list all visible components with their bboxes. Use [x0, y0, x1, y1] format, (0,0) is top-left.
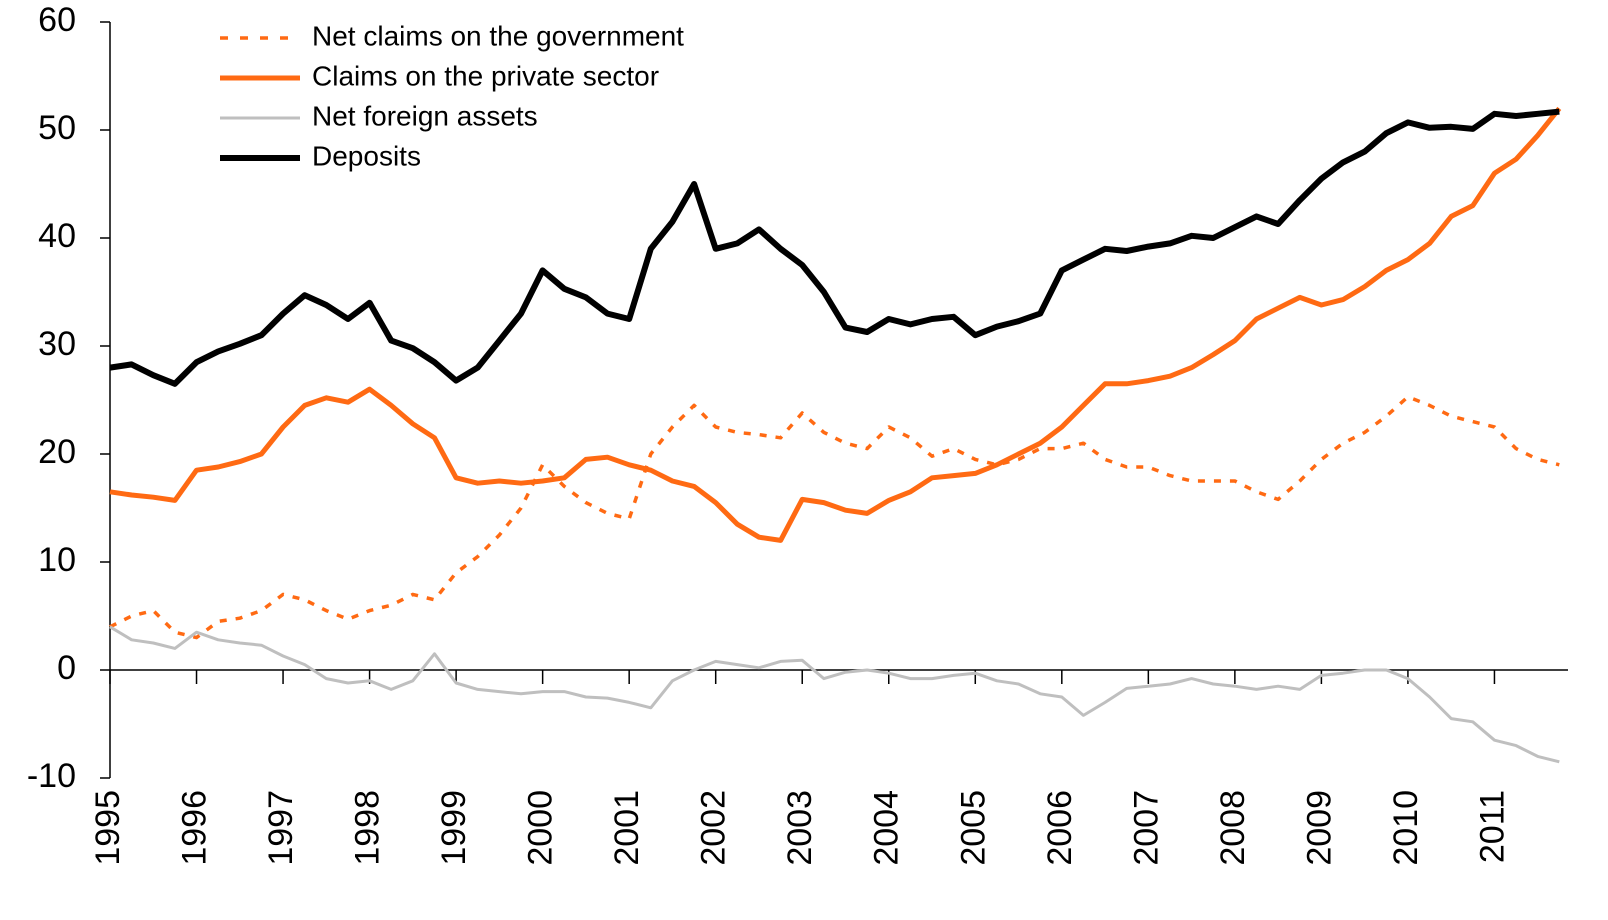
y-tick-label: 30	[38, 325, 76, 363]
y-tick-label: 0	[57, 649, 76, 687]
x-tick-label: 2002	[695, 790, 733, 866]
x-tick-label: 2011	[1473, 790, 1511, 863]
series-line	[109, 395, 1560, 640]
y-tick-label: 60	[38, 1, 76, 39]
series-line	[109, 108, 1560, 387]
legend-label: Deposits	[312, 140, 421, 171]
y-tick-label: 40	[38, 217, 76, 255]
x-tick-label: 2001	[608, 790, 646, 866]
x-tick-label: 2000	[522, 790, 560, 866]
x-tick-label: 1999	[435, 790, 473, 866]
y-tick-label: 20	[38, 433, 76, 471]
y-tick-label: 50	[38, 109, 76, 147]
x-tick-label: 2008	[1214, 790, 1252, 866]
x-tick-label: 1997	[262, 790, 300, 866]
legend-label: Claims on the private sector	[312, 60, 659, 91]
x-tick-label: 2009	[1300, 790, 1338, 866]
x-tick-label: 2004	[868, 790, 906, 866]
series-line	[109, 106, 1562, 543]
x-tick-label: 2003	[781, 790, 819, 866]
x-tick-label: 1996	[176, 790, 214, 866]
x-tick-label: 2007	[1127, 790, 1165, 866]
legend-label: Net foreign assets	[312, 100, 538, 131]
x-tick-label: 1995	[89, 790, 127, 866]
x-tick-label: 2005	[954, 790, 992, 866]
x-tick-label: 1998	[349, 790, 387, 866]
legend-label: Net claims on the government	[312, 20, 684, 51]
x-tick-label: 2006	[1041, 790, 1079, 866]
x-tick-label: 2010	[1387, 790, 1425, 866]
y-tick-label: 10	[38, 541, 76, 579]
series-line	[109, 625, 1560, 764]
y-tick-label: -10	[27, 757, 76, 795]
